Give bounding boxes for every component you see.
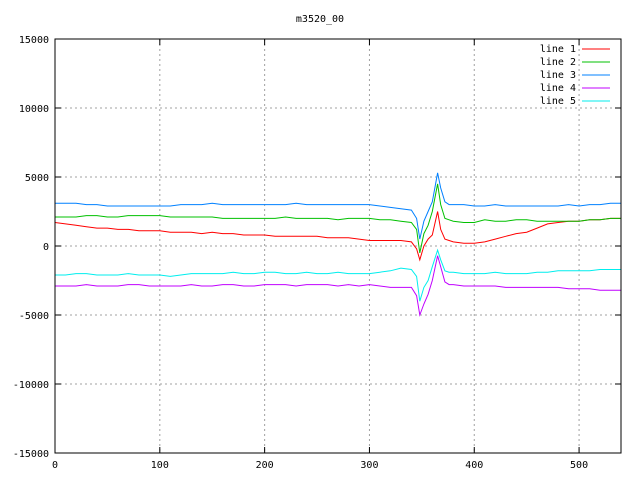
chart-title: m3520_00 bbox=[296, 14, 344, 25]
y-tick-label: 10000 bbox=[19, 104, 49, 115]
series-lines bbox=[54, 172, 622, 317]
series-line-4 bbox=[55, 255, 621, 317]
legend-label: line 4 bbox=[540, 83, 576, 94]
series-line-3 bbox=[55, 172, 621, 240]
x-tick-label: 400 bbox=[465, 460, 483, 471]
x-tick-label: 300 bbox=[360, 460, 378, 471]
y-tick-label: 5000 bbox=[25, 173, 49, 184]
legend-label: line 2 bbox=[540, 57, 576, 68]
x-tick-label: 200 bbox=[256, 460, 274, 471]
grid bbox=[55, 39, 621, 453]
x-tick-label: 100 bbox=[151, 460, 169, 471]
y-tick-label: -10000 bbox=[13, 380, 49, 391]
x-tick-label: 500 bbox=[570, 460, 588, 471]
legend: line 1 line 2 line 3 line 4 line 5 bbox=[540, 44, 610, 107]
x-tick-label: 0 bbox=[52, 460, 58, 471]
series-line-2 bbox=[55, 183, 621, 254]
y-tick-label: 0 bbox=[43, 242, 49, 253]
y-tick-label: -5000 bbox=[19, 311, 49, 322]
y-tick-label: -15000 bbox=[13, 449, 49, 460]
axis-ticks: 0 100 200 300 400 500 -15000 -10000 -5000 0 5000 10… bbox=[13, 35, 621, 471]
legend-label: line 5 bbox=[540, 96, 576, 107]
series-line-5 bbox=[55, 248, 621, 302]
legend-label: line 3 bbox=[540, 70, 576, 81]
series-line-1 bbox=[54, 211, 621, 262]
legend-label: line 1 bbox=[540, 44, 576, 55]
y-tick-label: 15000 bbox=[19, 35, 49, 46]
